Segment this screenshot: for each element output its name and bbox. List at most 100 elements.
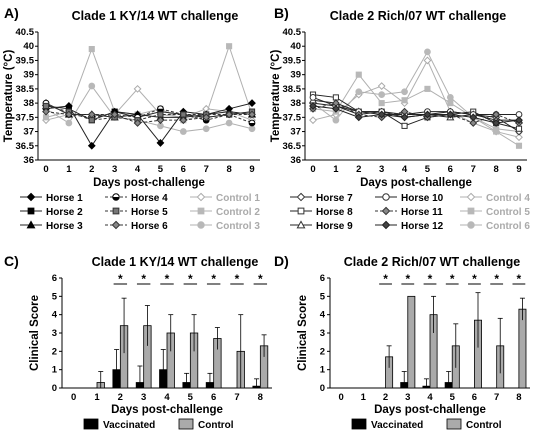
point-horse-6: [156, 116, 165, 125]
x-tick-label: 3: [379, 164, 384, 175]
y-tick-label: 37.5: [283, 112, 302, 123]
significance-star: *: [450, 272, 455, 286]
point-control-6: [424, 48, 431, 56]
legend-label-horse-12: Horse 12: [401, 221, 444, 232]
point-horse-6: [133, 119, 142, 127]
point-horse-1: [248, 99, 256, 108]
legend-swatch-control: [446, 418, 462, 430]
point-control-5: [515, 142, 523, 149]
point-horse-12: [446, 110, 455, 119]
x-tick-label: 4: [402, 164, 408, 175]
legend-marker-horse-6: [111, 220, 121, 230]
x-axis-label: Days post-challenge: [111, 404, 223, 416]
series-line-control-6: [312, 50, 520, 133]
series-line-horse-5: [45, 105, 253, 121]
legend-label-control-3: Control 3: [216, 221, 260, 232]
legend-label-control-5: Control 5: [486, 207, 530, 218]
legend-label-horse-7: Horse 7: [316, 193, 353, 204]
y-tick-label: 36.5: [16, 141, 35, 152]
significance-star: *: [472, 272, 477, 286]
point-control-5: [447, 100, 454, 107]
legend-label-control-1: Control 1: [216, 193, 260, 204]
x-tick-label: 0: [310, 164, 315, 175]
panel-d-chart: D) Clade 2 Rich/07 WT challenge 0 1 2 3 4 5 6 0 1 2…: [274, 253, 530, 431]
x-tick-label: 6: [181, 164, 186, 175]
legend-marker-horse-1: [26, 192, 36, 202]
legend-label-control: Control: [198, 420, 234, 431]
bar-control: [407, 295, 416, 389]
y-axis-label: Clinical Score: [29, 295, 41, 371]
y-tick-label: 3: [320, 328, 325, 339]
y-tick-label: 0: [52, 383, 57, 394]
legend-label-horse-4: Horse 4: [131, 193, 168, 204]
legend-label-control-4: Control 4: [486, 193, 530, 204]
point-horse-12: [423, 110, 432, 119]
point-horse-6: [179, 116, 188, 125]
point-control-1: [133, 84, 142, 93]
legend-label-horse-2: Horse 2: [46, 207, 83, 218]
panel-c-chart: C) Clade 1 KY/14 WT challenge 0 1 2 3 4 5 6 0 1 2 * 3…: [4, 253, 272, 431]
x-tick-label: 5: [188, 392, 194, 403]
y-tick-label: 2: [52, 346, 57, 357]
legend-label-horse-9: Horse 9: [316, 221, 353, 232]
x-tick-label: 5: [158, 164, 164, 175]
point-control-3: [65, 119, 73, 127]
legend-marker-control-4: [466, 192, 476, 202]
significance-star: *: [383, 272, 388, 286]
x-axis-label: Days post-challenge: [360, 177, 472, 189]
x-tick-label: 8: [516, 392, 521, 403]
point-horse-10: [309, 94, 317, 101]
legend-marker-control-5: [467, 207, 475, 215]
x-tick-label: 8: [258, 392, 263, 403]
legend-label-horse-10: Horse 10: [401, 193, 444, 204]
x-axis-label: Days post-challenge: [93, 177, 205, 189]
point-horse-12: [331, 104, 340, 113]
x-tick-label: 7: [494, 392, 499, 403]
legend-label-control-6: Control 6: [486, 221, 530, 232]
point-control-5: [378, 100, 385, 107]
bar-control: [518, 308, 527, 389]
y-tick-label: 4: [320, 310, 326, 321]
y-tick-label: 39.5: [16, 55, 35, 66]
panel-b-chart: B) Clade 2 Rich/07 WT challenge3636.53737…: [270, 5, 530, 232]
x-tick-label: 8: [226, 164, 231, 175]
y-tick-label: 39.5: [283, 55, 302, 66]
point-control-4: [377, 82, 386, 90]
panel-a-chart: A) Clade 1 KY/14 WT challenge3636.53737.5…: [3, 5, 260, 232]
panel-letter: C): [4, 253, 19, 269]
x-tick-label: 3: [112, 164, 117, 175]
x-tick-label: 0: [71, 392, 76, 403]
point-horse-4-fill: [203, 120, 210, 124]
point-control-4: [423, 56, 432, 65]
point-horse-1: [156, 139, 165, 147]
legend-swatch-control: [178, 418, 194, 430]
legend-marker-horse-7: [296, 192, 306, 202]
legend-label-horse-1: Horse 1: [46, 193, 83, 204]
x-tick-label: 3: [405, 392, 410, 403]
x-tick-label: 6: [472, 392, 477, 403]
y-tick-label: 6: [320, 273, 325, 284]
significance-star: *: [428, 272, 433, 286]
point-horse-12: [515, 116, 523, 125]
chart-title: Clade 1 KY/14 WT challenge: [72, 9, 239, 23]
x-tick-label: 6: [211, 392, 216, 403]
point-horse-11: [469, 119, 478, 127]
point-control-5: [355, 71, 362, 78]
point-control-3: [225, 119, 233, 127]
legend-label-vaccinated: Vaccinated: [103, 420, 155, 431]
panel-letter: A): [4, 5, 19, 21]
x-tick-label: 6: [448, 164, 453, 175]
legend-marker-horse-5: [112, 207, 120, 215]
point-horse-6: [202, 113, 211, 122]
point-horse-6: [42, 107, 50, 116]
x-tick-label: 4: [135, 164, 141, 175]
legend-marker-horse-10: [382, 193, 390, 201]
y-tick-label: 37: [23, 127, 34, 138]
x-tick-label: 0: [338, 392, 343, 403]
legend-marker-horse-9: [296, 220, 306, 229]
legend-label-horse-11: Horse 11: [401, 207, 443, 218]
x-tick-label: 8: [493, 164, 498, 175]
x-tick-label: 2: [118, 392, 123, 403]
significance-star: *: [118, 272, 123, 286]
series-line-horse-1: [45, 102, 253, 147]
